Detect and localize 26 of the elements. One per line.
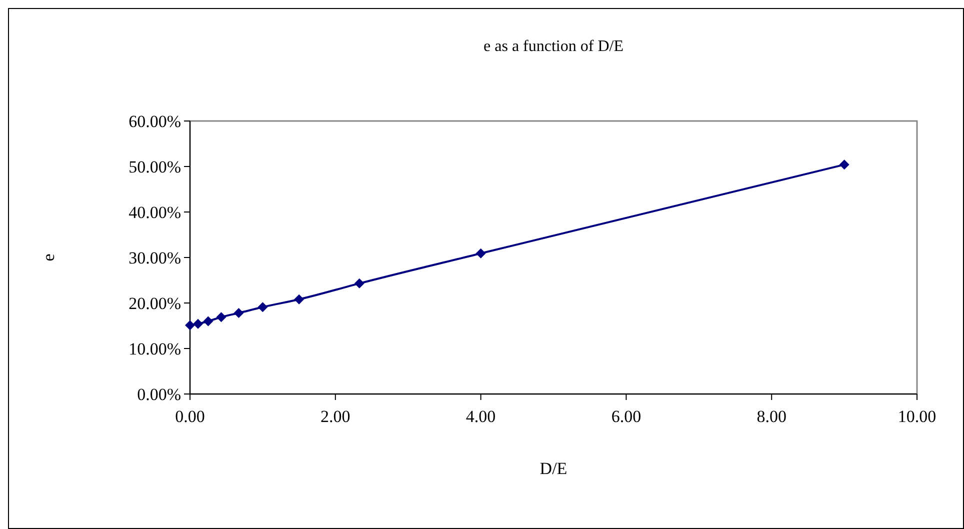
y-tick-label: 40.00% xyxy=(128,202,181,222)
point xyxy=(476,248,486,258)
point xyxy=(258,302,268,312)
point xyxy=(294,294,304,304)
x-tick-label: 8.00 xyxy=(756,407,786,426)
chart-title: e as a function of D/E xyxy=(484,38,624,55)
point xyxy=(234,308,244,318)
x-tick-label: 4.00 xyxy=(466,407,496,426)
point xyxy=(354,278,364,288)
point xyxy=(216,312,226,322)
y-tick-label: 60.00% xyxy=(128,112,181,131)
y-axis-title: e xyxy=(39,254,58,262)
x-axis-title: D/E xyxy=(540,459,568,478)
y-tick-label: 10.00% xyxy=(128,339,181,358)
x-tick-label: 6.00 xyxy=(611,407,642,426)
y-tick-label: 50.00% xyxy=(128,157,181,176)
point xyxy=(192,318,203,329)
y-tick-label: 30.00% xyxy=(128,248,181,268)
x-tick-label: 0.00 xyxy=(175,407,205,426)
point xyxy=(839,160,850,170)
y-tick-label: 0.00% xyxy=(137,384,181,404)
y-tick-label: 20.00% xyxy=(128,294,181,313)
point xyxy=(203,316,214,326)
x-tick-label: 2.00 xyxy=(320,407,350,426)
point xyxy=(185,320,195,330)
x-tick-label: 10.00 xyxy=(898,407,936,426)
